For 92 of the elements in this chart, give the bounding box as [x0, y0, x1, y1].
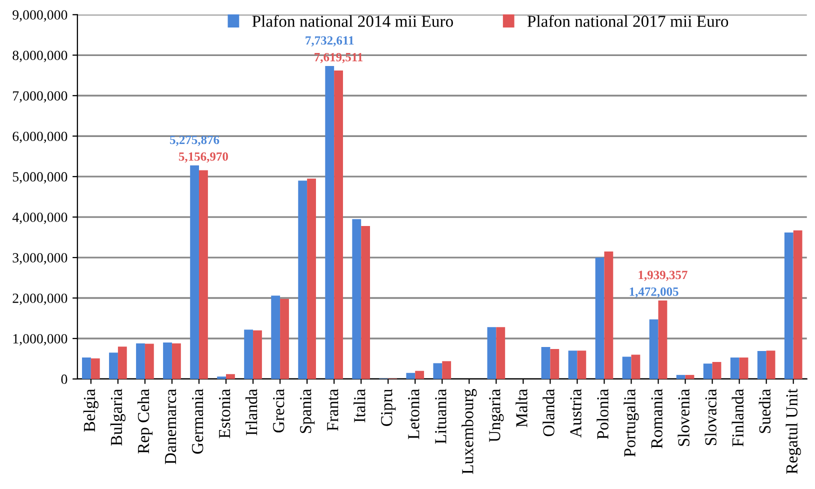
bar	[144, 344, 154, 379]
bar	[703, 364, 712, 379]
bar	[415, 370, 424, 379]
bar	[442, 361, 452, 379]
data-label: 7,732,611	[306, 36, 354, 46]
bar	[784, 232, 794, 379]
bar	[172, 343, 181, 379]
bar	[757, 351, 766, 379]
bar	[658, 300, 668, 379]
x-tick-label: Suedia	[758, 388, 770, 433]
bar	[676, 374, 686, 379]
bar	[550, 349, 560, 379]
bar	[334, 70, 343, 379]
bar	[730, 358, 740, 379]
bar	[136, 343, 145, 379]
bar	[766, 350, 776, 379]
data-label: 1,939,357	[638, 270, 688, 281]
bar	[90, 358, 100, 379]
x-tick-label: Irlanda	[245, 388, 258, 436]
bar	[118, 346, 127, 379]
x-tick-label: Luxembourg	[462, 389, 477, 474]
bar	[190, 165, 199, 379]
data-label: 7,619,511	[314, 52, 363, 64]
bar	[496, 327, 506, 379]
y-tick-label: 3,000,000	[12, 253, 68, 264]
x-tick-label: Belgia	[83, 388, 99, 432]
bar	[541, 346, 550, 379]
x-tick-label: Cipru	[381, 388, 396, 426]
bar	[604, 251, 614, 379]
x-tick-label: Romania	[651, 388, 662, 448]
x-tick-label: Olanda	[542, 388, 554, 436]
x-tick-label: Portugalia	[624, 388, 639, 457]
bar	[109, 352, 118, 379]
bar	[307, 178, 316, 379]
x-tick-label: Finlanda	[732, 388, 744, 447]
bar	[280, 298, 289, 379]
bar	[226, 374, 235, 379]
x-tick-label: Lituania	[435, 388, 446, 444]
bar	[631, 354, 640, 379]
y-tick-label: 8,000,000	[12, 50, 68, 62]
data-label: 5,275,876	[170, 136, 220, 146]
x-tick-label: Bulgaria	[110, 388, 126, 446]
x-tick-label: Slovenia	[678, 388, 690, 446]
bar	[298, 180, 308, 379]
x-tick-label: Spania	[300, 388, 315, 433]
x-tick-label: Franta	[327, 388, 338, 431]
y-tick-label: 5,000,000	[12, 172, 68, 184]
y-tick-label: 2,000,000	[12, 294, 68, 305]
bar	[244, 330, 254, 379]
data-label: 5,156,970	[178, 152, 228, 163]
y-tick-label: 1,000,000	[13, 334, 68, 346]
bar	[577, 350, 586, 379]
bar	[685, 374, 694, 379]
x-tick-label: Letonia	[408, 388, 420, 440]
bar	[406, 372, 416, 379]
bar	[712, 362, 722, 379]
bar	[649, 319, 658, 379]
x-tick-label: Malta	[516, 388, 528, 428]
y-tick-label: 6,000,000	[12, 132, 68, 144]
bar	[361, 226, 370, 379]
bar	[433, 363, 442, 379]
x-tick-label: Austria	[570, 388, 582, 438]
data-label: 1,472,005	[630, 287, 678, 298]
x-tick-label: Polonia	[596, 388, 608, 440]
bar	[793, 230, 802, 379]
bar	[82, 358, 91, 379]
bar	[622, 356, 632, 379]
y-tick-label: 4,000,000	[12, 212, 68, 224]
x-tick-label: Ungaria	[489, 388, 504, 442]
y-tick-label: 7,000,000	[13, 91, 68, 103]
bar	[163, 342, 172, 379]
bar	[739, 358, 748, 379]
bar	[253, 330, 262, 379]
y-tick-label: 0	[61, 374, 68, 384]
bar	[271, 296, 280, 379]
x-tick-label: Grecia	[273, 388, 284, 432]
bar	[595, 258, 604, 379]
x-tick-label: Slovacia	[704, 388, 716, 445]
bar	[487, 327, 496, 379]
x-tick-label: Germania	[192, 388, 204, 454]
bar	[198, 170, 208, 379]
y-tick-label: 9,000,000	[12, 10, 68, 22]
x-tick-label: Italia	[354, 388, 366, 422]
bar	[352, 219, 362, 379]
legend-label: Plafon national 2014 mii Euro	[252, 15, 453, 27]
bar	[568, 350, 578, 379]
legend-label: Plafon national 2017 mii Euro	[527, 15, 728, 27]
x-tick-label: Rep Ceha	[137, 388, 153, 454]
x-tick-label: Estonia	[218, 388, 230, 438]
x-tick-label: Regatul Unit	[786, 388, 801, 474]
x-tick-label: Danemarca	[165, 388, 176, 464]
bar	[325, 66, 334, 379]
